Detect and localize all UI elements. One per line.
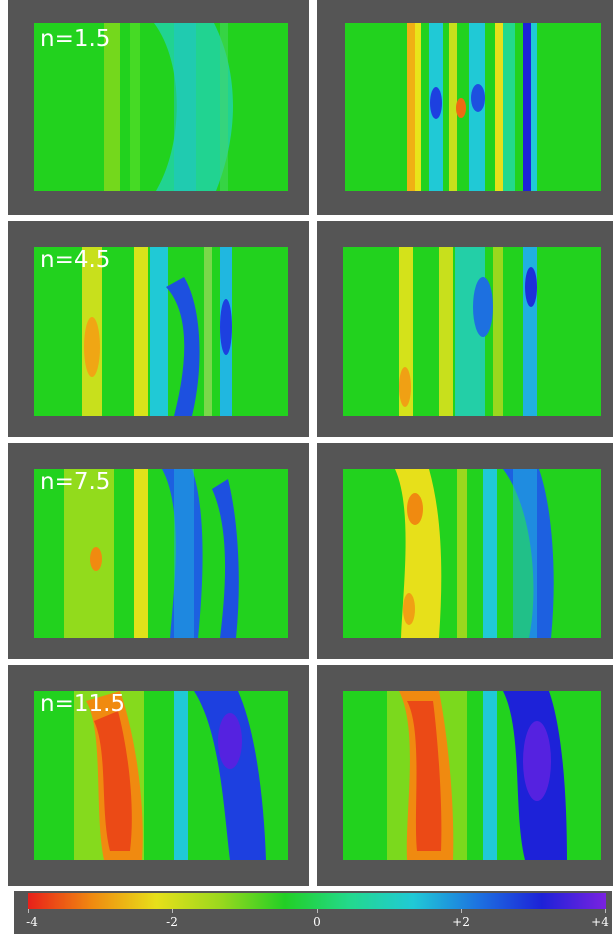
field-image [343, 691, 601, 860]
colorbar-tick [172, 909, 173, 913]
time-label: n=11.5 [40, 691, 126, 717]
colorbar-tick-label: +4 [591, 915, 609, 929]
colorbar-tick-label: 0 [313, 915, 321, 929]
colorbar-tick-label: +2 [452, 915, 470, 929]
panel-grid: n=1.5 [8, 0, 613, 886]
field-image [34, 691, 288, 860]
field-image [34, 247, 288, 416]
colorbar-tick-label: -4 [26, 915, 38, 929]
colorbar-tick-label: -2 [166, 915, 178, 929]
panel-r3-right [317, 443, 613, 659]
panel-r2-left: n=4.5 [8, 221, 309, 437]
panel-r2-right [317, 221, 613, 437]
panel-r1-left: n=1.5 [8, 0, 309, 215]
colorbar: -4 -2 0 +2 +4 [14, 891, 612, 934]
colorbar-tick [317, 909, 318, 913]
field-image [345, 23, 601, 191]
field-image [34, 469, 288, 638]
panel-r3-left: n=7.5 [8, 443, 309, 659]
time-label: n=4.5 [40, 247, 111, 273]
panel-r4-left: n=11.5 [8, 665, 309, 886]
colorbar-tick [605, 909, 606, 913]
panel-r4-right [317, 665, 613, 886]
colorbar-tick [28, 909, 29, 913]
panel-r1-right [317, 0, 613, 215]
field-image [343, 469, 601, 638]
colorbar-gradient [28, 893, 606, 909]
field-image [34, 23, 288, 191]
time-label: n=7.5 [40, 469, 111, 495]
field-image [343, 247, 601, 416]
colorbar-tick [461, 909, 462, 913]
time-label: n=1.5 [40, 26, 111, 52]
